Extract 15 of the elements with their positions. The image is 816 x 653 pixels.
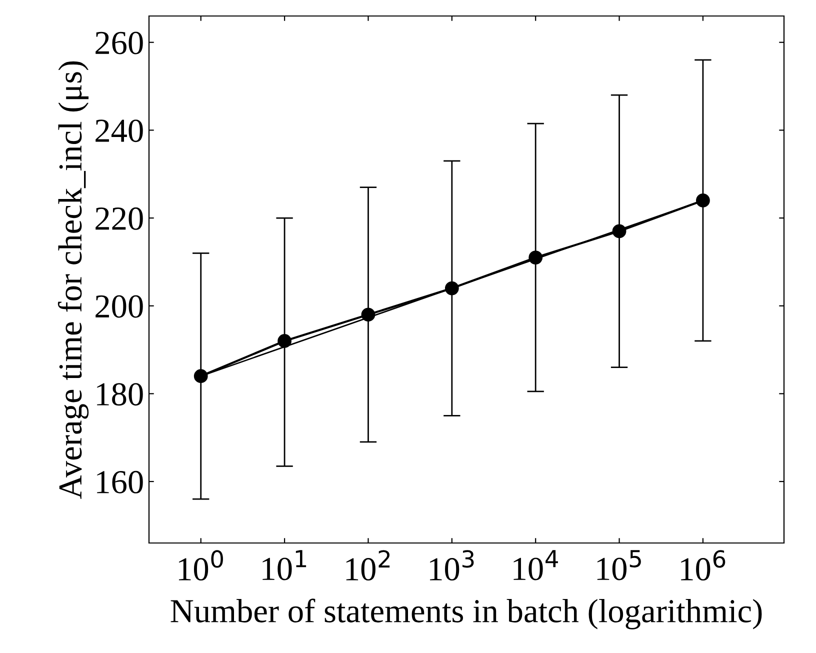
x-axis-title: Number of statements in batch (logarithmic) xyxy=(170,598,762,630)
y-tick-label: 260 xyxy=(96,32,143,54)
x-tick-label: 10$^{0}$ xyxy=(178,550,223,581)
x-tick-label: 10$^{3}$ xyxy=(430,550,474,581)
y-tick-label: 180 xyxy=(97,383,143,406)
y-axis-title: Average time for check_incl (μs) xyxy=(58,61,89,499)
x-tick-label: 10$^{5}$ xyxy=(597,550,641,580)
x-tick-label: 10$^{2}$ xyxy=(346,550,390,581)
x-tick-label: 10$^{1}$ xyxy=(262,550,306,580)
x-tick-label: 10$^{6}$ xyxy=(681,550,726,581)
x-tick-label: 10$^{4}$ xyxy=(514,550,558,580)
y-tick-label: 240 xyxy=(96,120,143,142)
y-tick-label: 160 xyxy=(97,470,143,494)
y-tick-label: 200 xyxy=(96,295,143,318)
y-tick-label: 220 xyxy=(96,207,143,230)
